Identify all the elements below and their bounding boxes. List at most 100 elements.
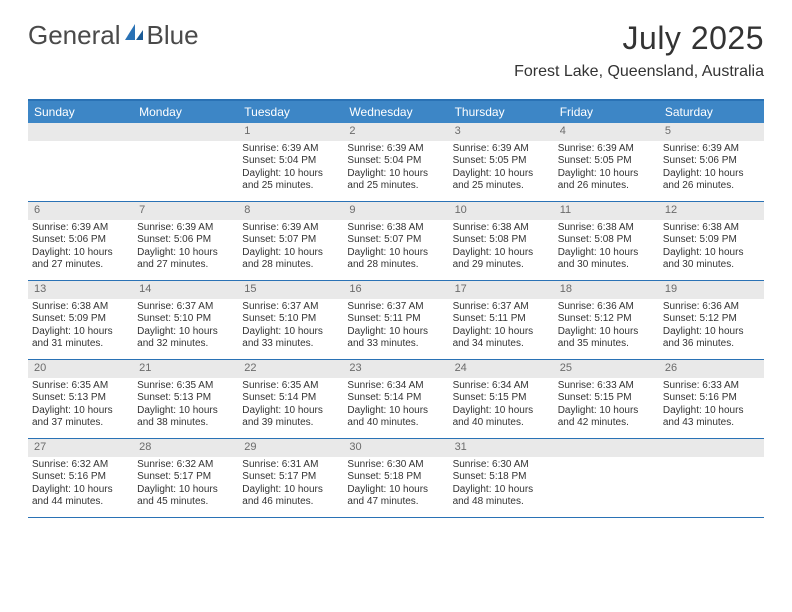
day-line: Sunrise: 6:35 AM bbox=[137, 380, 234, 393]
day-details: Sunrise: 6:39 AMSunset: 5:05 PMDaylight:… bbox=[449, 143, 554, 193]
day-cell: 7Sunrise: 6:39 AMSunset: 5:06 PMDaylight… bbox=[133, 202, 238, 280]
day-line: and 30 minutes. bbox=[558, 259, 655, 272]
day-line: Sunset: 5:08 PM bbox=[558, 234, 655, 247]
day-details: Sunrise: 6:30 AMSunset: 5:18 PMDaylight:… bbox=[449, 459, 554, 509]
weekday-friday: Friday bbox=[554, 101, 659, 123]
day-line: and 46 minutes. bbox=[242, 496, 339, 509]
day-number: 12 bbox=[659, 202, 764, 220]
day-line: Sunset: 5:15 PM bbox=[558, 392, 655, 405]
day-line: and 45 minutes. bbox=[137, 496, 234, 509]
day-cell: 17 Sunrise: 6:37 AMSunset: 5:11 PMDayligh… bbox=[449, 281, 554, 359]
day-cell: 26Sunrise: 6:33 AMSunset: 5:16 PMDayligh… bbox=[659, 360, 764, 438]
day-cell: 25Sunrise: 6:33 AMSunset: 5:15 PMDayligh… bbox=[554, 360, 659, 438]
day-line: Sunrise: 6:38 AM bbox=[558, 222, 655, 235]
day-line: Sunset: 5:10 PM bbox=[242, 313, 339, 326]
day-number bbox=[133, 123, 238, 141]
day-number: 13 bbox=[28, 281, 133, 299]
day-line: and 26 minutes. bbox=[663, 180, 760, 193]
day-line: Sunrise: 6:35 AM bbox=[242, 380, 339, 393]
day-details: Sunrise: 6:31 AMSunset: 5:17 PMDaylight:… bbox=[238, 459, 343, 509]
day-line: and 39 minutes. bbox=[242, 417, 339, 430]
day-line: Daylight: 10 hours bbox=[347, 247, 444, 260]
day-line: Daylight: 10 hours bbox=[242, 168, 339, 181]
day-number bbox=[28, 123, 133, 141]
day-number: 17 bbox=[449, 281, 554, 299]
day-line: Sunset: 5:06 PM bbox=[32, 234, 129, 247]
logo: General Blue bbox=[28, 20, 199, 51]
week-row: 6Sunrise: 6:39 AMSunset: 5:06 PMDaylight… bbox=[28, 202, 764, 281]
day-line: Sunrise: 6:39 AM bbox=[558, 143, 655, 156]
day-line: Sunrise: 6:36 AM bbox=[663, 301, 760, 314]
day-number: 19 bbox=[659, 281, 764, 299]
location-text: Forest Lake, Queensland, Australia bbox=[514, 63, 764, 81]
weekday-thursday: Thursday bbox=[449, 101, 554, 123]
day-line: Daylight: 10 hours bbox=[347, 405, 444, 418]
day-line: Sunrise: 6:31 AM bbox=[242, 459, 339, 472]
day-details: Sunrise: 6:32 AMSunset: 5:17 PMDaylight:… bbox=[133, 459, 238, 509]
day-line: Daylight: 10 hours bbox=[663, 168, 760, 181]
day-details: Sunrise: 6:38 AMSunset: 5:08 PMDaylight:… bbox=[554, 222, 659, 272]
day-number: 24 bbox=[449, 360, 554, 378]
day-line: and 27 minutes. bbox=[32, 259, 129, 272]
day-details: Sunrise: 6:37 AMSunset: 5:11 PMDaylight:… bbox=[449, 301, 554, 351]
day-line: Sunrise: 6:39 AM bbox=[32, 222, 129, 235]
day-line: and 30 minutes. bbox=[663, 259, 760, 272]
day-details: Sunrise: 6:37 AMSunset: 5:11 PMDaylight:… bbox=[343, 301, 448, 351]
day-line: Sunset: 5:07 PM bbox=[242, 234, 339, 247]
day-line: Sunrise: 6:33 AM bbox=[663, 380, 760, 393]
day-details: Sunrise: 6:39 AMSunset: 5:06 PMDaylight:… bbox=[28, 222, 133, 272]
day-cell: 5 Sunrise: 6:39 AMSunset: 5:06 PMDaylight… bbox=[659, 123, 764, 201]
day-line: and 27 minutes. bbox=[137, 259, 234, 272]
day-line: Sunset: 5:11 PM bbox=[347, 313, 444, 326]
day-line: Sunset: 5:13 PM bbox=[32, 392, 129, 405]
day-number: 5 bbox=[659, 123, 764, 141]
day-cell: 20Sunrise: 6:35 AMSunset: 5:13 PMDayligh… bbox=[28, 360, 133, 438]
day-number bbox=[659, 439, 764, 457]
week-row: 1Sunrise: 6:39 AMSunset: 5:04 PMDaylight… bbox=[28, 123, 764, 202]
day-number: 22 bbox=[238, 360, 343, 378]
day-line: and 47 minutes. bbox=[347, 496, 444, 509]
day-details: Sunrise: 6:39 AMSunset: 5:06 PMDaylight:… bbox=[133, 222, 238, 272]
day-number: 14 bbox=[133, 281, 238, 299]
day-number: 8 bbox=[238, 202, 343, 220]
weekday-header-row: Sunday Monday Tuesday Wednesday Thursday… bbox=[28, 101, 764, 123]
day-cell: 10Sunrise: 6:38 AMSunset: 5:08 PMDayligh… bbox=[449, 202, 554, 280]
day-cell: 28Sunrise: 6:32 AMSunset: 5:17 PMDayligh… bbox=[133, 439, 238, 517]
day-number: 26 bbox=[659, 360, 764, 378]
day-line: Daylight: 10 hours bbox=[242, 405, 339, 418]
day-line: and 35 minutes. bbox=[558, 338, 655, 351]
day-number: 21 bbox=[133, 360, 238, 378]
day-line: and 48 minutes. bbox=[453, 496, 550, 509]
day-line: Sunrise: 6:33 AM bbox=[558, 380, 655, 393]
day-line: Sunrise: 6:30 AM bbox=[453, 459, 550, 472]
day-number: 29 bbox=[238, 439, 343, 457]
day-details: Sunrise: 6:39 AMSunset: 5:04 PMDaylight:… bbox=[343, 143, 448, 193]
day-number: 15 bbox=[238, 281, 343, 299]
day-line: Daylight: 10 hours bbox=[242, 484, 339, 497]
day-line: Sunrise: 6:30 AM bbox=[347, 459, 444, 472]
day-line: Sunset: 5:06 PM bbox=[137, 234, 234, 247]
day-line: Sunset: 5:14 PM bbox=[242, 392, 339, 405]
day-line: Sunrise: 6:32 AM bbox=[32, 459, 129, 472]
day-line: Sunset: 5:13 PM bbox=[137, 392, 234, 405]
day-line: Sunrise: 6:39 AM bbox=[137, 222, 234, 235]
logo-text-general: General bbox=[28, 20, 121, 51]
day-details: Sunrise: 6:39 AMSunset: 5:06 PMDaylight:… bbox=[659, 143, 764, 193]
day-line: and 32 minutes. bbox=[137, 338, 234, 351]
day-line: Sunrise: 6:39 AM bbox=[347, 143, 444, 156]
day-line: Daylight: 10 hours bbox=[347, 326, 444, 339]
weekday-sunday: Sunday bbox=[28, 101, 133, 123]
day-number: 2 bbox=[343, 123, 448, 141]
day-line: Sunset: 5:18 PM bbox=[453, 471, 550, 484]
day-line: Sunset: 5:09 PM bbox=[32, 313, 129, 326]
day-cell: 30Sunrise: 6:30 AMSunset: 5:18 PMDayligh… bbox=[343, 439, 448, 517]
day-line: and 43 minutes. bbox=[663, 417, 760, 430]
day-number: 18 bbox=[554, 281, 659, 299]
day-line: Daylight: 10 hours bbox=[453, 168, 550, 181]
day-details: Sunrise: 6:36 AMSunset: 5:12 PMDaylight:… bbox=[554, 301, 659, 351]
day-line: and 26 minutes. bbox=[558, 180, 655, 193]
day-line: Sunrise: 6:34 AM bbox=[453, 380, 550, 393]
day-line: Sunset: 5:05 PM bbox=[558, 155, 655, 168]
day-line: and 40 minutes. bbox=[347, 417, 444, 430]
day-line: Sunset: 5:18 PM bbox=[347, 471, 444, 484]
